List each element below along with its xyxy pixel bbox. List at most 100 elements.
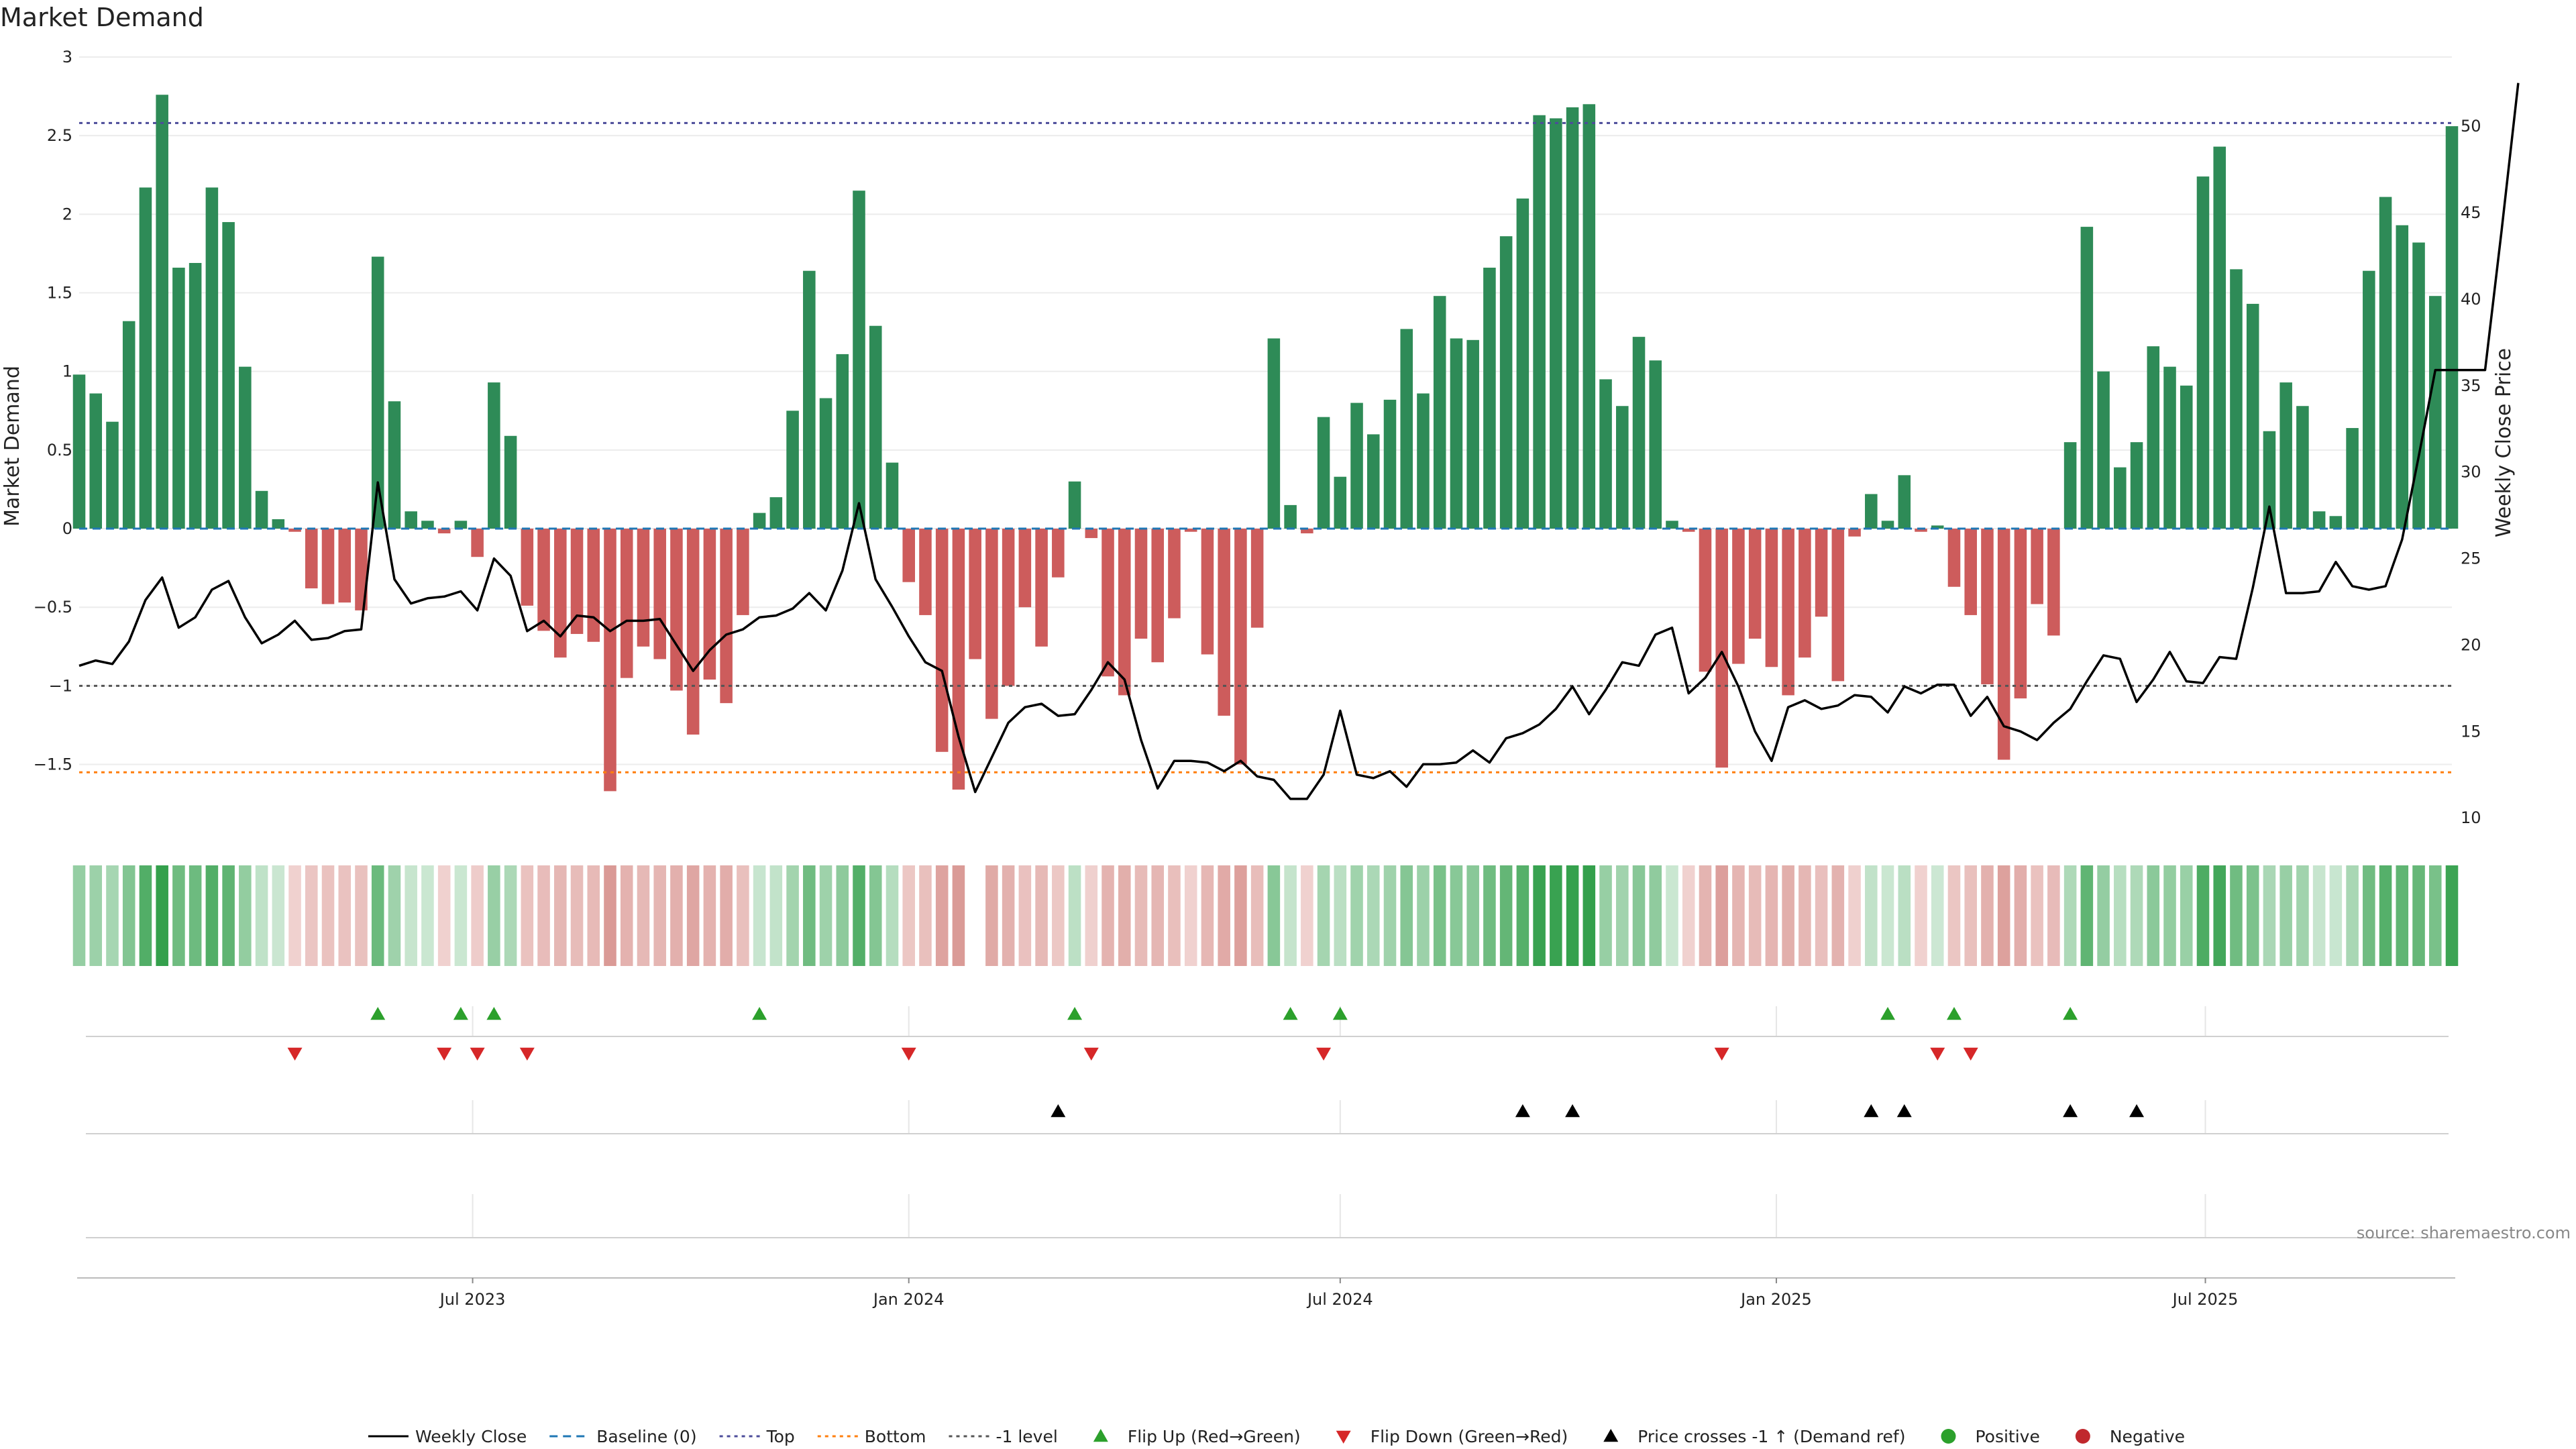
heat-cell bbox=[2428, 865, 2442, 966]
demand-bar bbox=[1002, 529, 1015, 686]
heat-cell bbox=[1881, 865, 1894, 966]
heat-cell bbox=[1301, 865, 1313, 966]
heat-cell bbox=[1151, 865, 1165, 966]
demand-bar bbox=[471, 529, 484, 557]
demand-bar bbox=[1997, 529, 2010, 760]
x-tick-label: Jan 2024 bbox=[872, 1290, 945, 1309]
demand-bar bbox=[1301, 529, 1313, 534]
demand-bar bbox=[1466, 339, 1479, 529]
demand-bar bbox=[1915, 529, 1927, 532]
heat-cell bbox=[1035, 865, 1048, 966]
demand-bar bbox=[72, 374, 86, 529]
demand-bar bbox=[1815, 529, 1828, 617]
demand-bar bbox=[2114, 467, 2127, 529]
event-markers bbox=[287, 1007, 2145, 1118]
x-tick-label: Jan 2025 bbox=[1739, 1290, 1812, 1309]
flip-up-marker bbox=[486, 1007, 502, 1020]
demand-bar bbox=[653, 529, 666, 659]
legend-item-1: Baseline (0) bbox=[549, 1427, 697, 1446]
heat-cell bbox=[1068, 865, 1081, 966]
demand-bar bbox=[686, 529, 700, 735]
demand-bar bbox=[139, 187, 152, 529]
flip-up-marker bbox=[2063, 1007, 2078, 1020]
demand-bar bbox=[1666, 521, 1678, 529]
heat-cell bbox=[1632, 865, 1646, 966]
demand-bar bbox=[869, 325, 882, 529]
demand-bar bbox=[2047, 529, 2060, 636]
demand-bar bbox=[1184, 529, 1197, 532]
heat-cell bbox=[2329, 865, 2343, 966]
heat-cell bbox=[1550, 865, 1562, 966]
price-cross-marker bbox=[1864, 1104, 1879, 1118]
legend-swatch bbox=[1336, 1430, 1351, 1444]
heat-cell bbox=[2346, 865, 2359, 966]
heat-cell bbox=[89, 865, 103, 966]
demand-bar bbox=[1483, 268, 1496, 529]
demand-bar bbox=[537, 529, 550, 631]
heat-cell bbox=[604, 865, 616, 966]
demand-bar bbox=[255, 490, 268, 529]
demand-bar bbox=[2180, 385, 2193, 529]
demand-bar bbox=[1947, 529, 1961, 587]
demand-bar bbox=[819, 398, 833, 529]
demand-bar bbox=[985, 529, 998, 719]
y-tick-label: 2.5 bbox=[47, 126, 72, 145]
legend-label: Top bbox=[766, 1427, 795, 1446]
heat-cell bbox=[853, 865, 865, 966]
heat-cell bbox=[769, 865, 783, 966]
demand-bar bbox=[89, 393, 103, 529]
heat-cell bbox=[504, 865, 517, 966]
demand-bar bbox=[720, 529, 733, 704]
demand-bar bbox=[670, 529, 683, 691]
demand-bar bbox=[703, 529, 716, 680]
demand-bar bbox=[488, 382, 500, 529]
y2-tick-label: 15 bbox=[2461, 722, 2481, 741]
demand-bar bbox=[2412, 242, 2425, 529]
heat-cell bbox=[2080, 865, 2094, 966]
demand-bar bbox=[2163, 366, 2176, 529]
demand-bar bbox=[2363, 270, 2375, 529]
demand-bar bbox=[969, 529, 981, 659]
heat-cell bbox=[1666, 865, 1678, 966]
heat-cell bbox=[653, 865, 666, 966]
demand-bar bbox=[1118, 529, 1131, 696]
heat-cell bbox=[172, 865, 185, 966]
heat-cell bbox=[554, 865, 567, 966]
heat-cell bbox=[637, 865, 650, 966]
flip-down-marker bbox=[1316, 1047, 1332, 1061]
heat-cell bbox=[2063, 865, 2077, 966]
heat-cell bbox=[521, 865, 534, 966]
y-tick-label: −0.5 bbox=[34, 598, 72, 616]
demand-bar bbox=[239, 366, 252, 529]
heat-cell bbox=[471, 865, 484, 966]
demand-bar bbox=[620, 529, 633, 678]
demand-bar bbox=[604, 529, 616, 792]
demand-bar bbox=[305, 529, 318, 589]
heat-cell bbox=[1383, 865, 1397, 966]
demand-bar bbox=[437, 529, 451, 534]
demand-bar bbox=[1218, 529, 1230, 716]
heat-cell bbox=[1964, 865, 1977, 966]
flip-down-marker bbox=[1714, 1047, 1729, 1061]
demand-bar bbox=[1782, 529, 1794, 696]
demand-bar bbox=[1931, 525, 1944, 529]
heat-cell bbox=[1201, 865, 1214, 966]
demand-bar bbox=[1748, 529, 1762, 639]
demand-bars bbox=[72, 95, 2459, 792]
demand-bar bbox=[338, 529, 352, 603]
heat-cell bbox=[2180, 865, 2193, 966]
demand-bar bbox=[1649, 360, 1662, 529]
demand-bar bbox=[205, 187, 219, 529]
demand-bar bbox=[919, 529, 932, 615]
heat-cell bbox=[885, 865, 899, 966]
price-cross-marker bbox=[1515, 1104, 1530, 1118]
y2-tick-label: 25 bbox=[2461, 549, 2481, 568]
heat-cell bbox=[819, 865, 833, 966]
heat-cell bbox=[2296, 865, 2309, 966]
demand-bar bbox=[2379, 197, 2392, 529]
legend-label: Weekly Close bbox=[415, 1427, 527, 1446]
source-label: source: sharemaestro.com bbox=[2357, 1224, 2571, 1242]
heat-cell bbox=[1450, 865, 1463, 966]
heat-cell bbox=[1466, 865, 1479, 966]
demand-bar bbox=[1799, 529, 1811, 658]
